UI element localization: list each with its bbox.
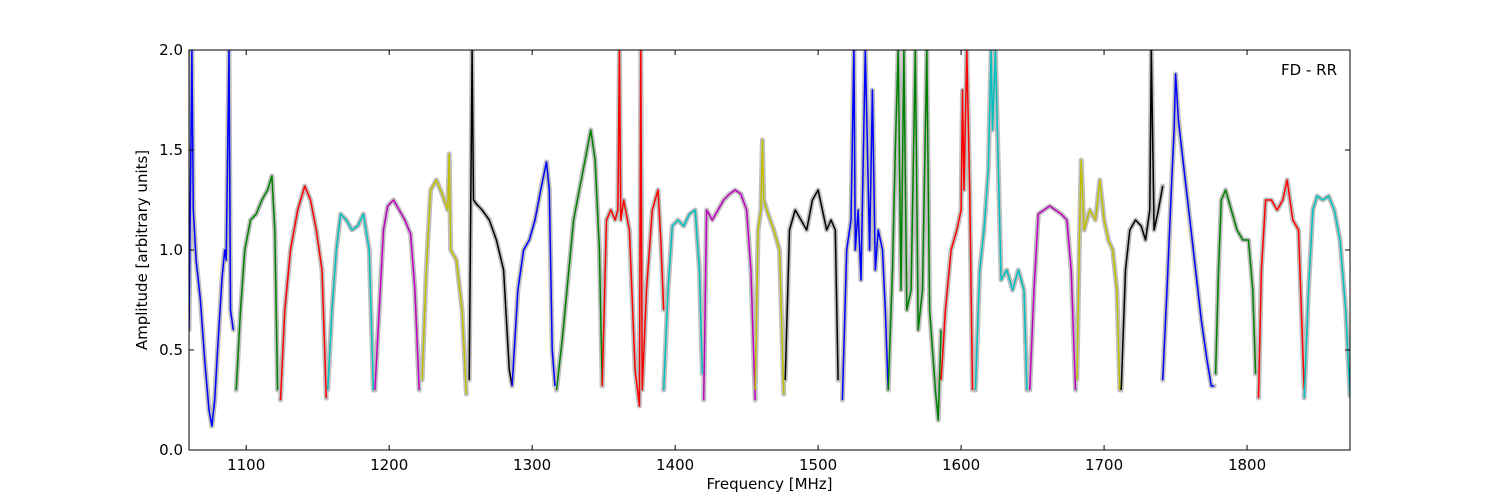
raw-band-8: [509, 159, 558, 389]
raw-band-10: [599, 50, 667, 409]
raw-band-4: [325, 211, 376, 393]
x-tick-label: 1600: [942, 456, 980, 474]
band-line-7: [468, 50, 513, 387]
annotation-label: FD - RR: [1281, 61, 1337, 79]
raw-spectrum-layer: [189, 50, 1350, 429]
raw-band-7: [466, 50, 515, 389]
x-tick-label: 1400: [656, 456, 694, 474]
band-line-12: [702, 189, 756, 401]
band-line-14: [784, 189, 839, 381]
y-tick-label: 1.5: [159, 141, 183, 159]
x-tick-label: 1300: [513, 456, 551, 474]
band-line-18: [974, 50, 1028, 391]
raw-band-6: [419, 151, 469, 397]
band-line-22: [1161, 73, 1215, 387]
band-line-3: [279, 185, 328, 401]
band-line-13: [754, 139, 785, 395]
raw-band-15: [839, 50, 891, 403]
band-line-15: [841, 50, 889, 401]
band-line-1: [189, 50, 235, 427]
x-tick-label: 1700: [1085, 456, 1123, 474]
x-tick-label: 1200: [370, 456, 408, 474]
raw-band-22: [1160, 71, 1217, 389]
band-line-20: [1076, 159, 1121, 391]
band-line-11: [662, 209, 704, 391]
band-line-4: [326, 213, 375, 391]
band-line-16: [887, 50, 942, 421]
series-layer: [189, 50, 1350, 427]
y-tick-label: 0.0: [159, 441, 183, 459]
x-tick-label: 1800: [1228, 456, 1266, 474]
y-tick-label: 1.0: [159, 241, 183, 259]
band-line-19: [1028, 205, 1077, 391]
band-line-6: [421, 153, 468, 395]
raw-band-18: [972, 50, 1030, 393]
band-line-8: [511, 161, 556, 387]
band-line-17: [940, 50, 974, 391]
band-line-2: [235, 175, 279, 391]
tick-layer: 1100 1200 1300 1400 1500 1600 1700 1800 0.0 0.5 1.…: [159, 41, 1350, 474]
band-line-25: [1303, 195, 1350, 399]
band-line-5: [374, 199, 420, 391]
band-line-23: [1214, 189, 1257, 375]
raw-band-25: [1301, 193, 1350, 401]
raw-band-5: [372, 197, 422, 393]
band-line-24: [1257, 179, 1305, 399]
y-tick-label: 2.0: [159, 41, 183, 59]
x-tick-label: 1500: [799, 456, 837, 474]
y-tick-label: 0.5: [159, 341, 183, 359]
band-line-10: [601, 50, 665, 407]
band-line-9: [555, 129, 603, 391]
x-axis-label: Frequency [MHz]: [706, 475, 832, 493]
raw-band-23: [1213, 187, 1259, 377]
band-line-21: [1120, 50, 1164, 391]
y-axis-label: Amplitude [arbitrary units]: [133, 150, 151, 350]
x-tick-label: 1100: [227, 456, 265, 474]
raw-band-3: [278, 183, 329, 403]
